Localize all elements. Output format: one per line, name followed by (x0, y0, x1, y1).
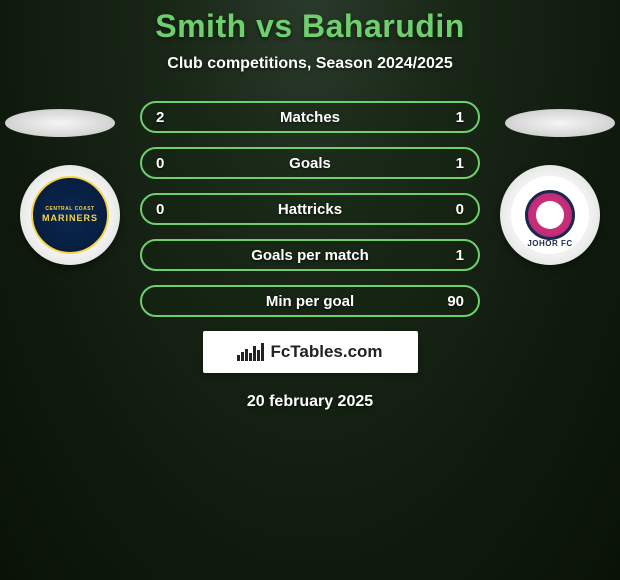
infographic-container: Smith vs Baharudin Club competitions, Se… (0, 0, 620, 411)
stat-label: Goals (289, 155, 331, 172)
stat-label: Min per goal (266, 293, 354, 310)
badge-right-text: JOHOR FC (527, 240, 572, 248)
player-right-oval (505, 109, 615, 137)
club-badge-left: CENTRAL COAST MARINERS (20, 165, 120, 265)
stat-row: 0 Goals 1 (140, 147, 480, 179)
mariners-badge-icon: CENTRAL COAST MARINERS (31, 176, 109, 254)
stat-value-right: 90 (447, 293, 464, 310)
stat-row: Goals per match 1 (140, 239, 480, 271)
stat-rows: 2 Matches 1 0 Goals 1 0 Hattricks 0 Goals per mat… (140, 101, 480, 317)
brand-bar (257, 350, 260, 361)
date-text: 20 february 2025 (0, 393, 620, 411)
stat-value-left: 0 (156, 155, 164, 172)
stat-value-right: 1 (456, 247, 464, 264)
stat-row: 2 Matches 1 (140, 101, 480, 133)
brand-chart-icon (237, 343, 264, 361)
stat-value-left: 2 (156, 109, 164, 126)
brand-bar (261, 343, 264, 361)
season-subtitle: Club competitions, Season 2024/2025 (0, 55, 620, 73)
badge-left-top-text: CENTRAL COAST (45, 207, 94, 212)
stat-label: Hattricks (278, 201, 342, 218)
stat-value-right: 1 (456, 155, 464, 172)
stat-row: 0 Hattricks 0 (140, 193, 480, 225)
stat-value-left: 0 (156, 201, 164, 218)
stats-area: CENTRAL COAST MARINERS JOHOR FC 2 Matches… (0, 101, 620, 411)
badge-left-main-text: MARINERS (42, 214, 98, 223)
brand-bar (245, 349, 248, 361)
player-left-oval (5, 109, 115, 137)
brand-bar (249, 353, 252, 361)
brand-text: FcTables.com (270, 342, 382, 362)
brand-box: FcTables.com (203, 331, 418, 373)
brand-bar (241, 352, 244, 361)
brand-bar (237, 355, 240, 361)
comparison-title: Smith vs Baharudin (0, 8, 620, 45)
johor-badge-icon: JOHOR FC (511, 176, 589, 254)
stat-value-right: 0 (456, 201, 464, 218)
brand-bar (253, 346, 256, 361)
stat-row: Min per goal 90 (140, 285, 480, 317)
stat-label: Matches (280, 109, 340, 126)
stat-value-right: 1 (456, 109, 464, 126)
club-badge-right: JOHOR FC (500, 165, 600, 265)
johor-badge-circle (525, 190, 575, 240)
stat-label: Goals per match (251, 247, 369, 264)
johor-badge-gear-icon (536, 201, 564, 229)
